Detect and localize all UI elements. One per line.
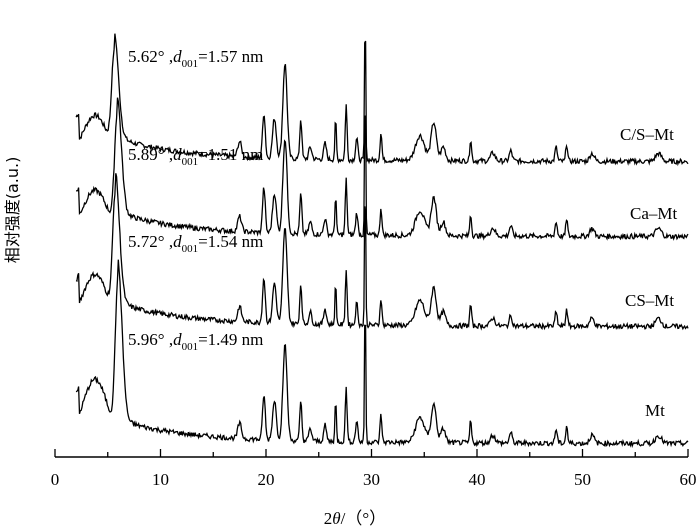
x-tick-label: 50: [574, 470, 591, 489]
x-tick-label: 10: [152, 470, 169, 489]
series-line-1: [75, 33, 689, 167]
series-line-3: [75, 173, 689, 331]
x-tick-label: 40: [469, 470, 486, 489]
series-traces: [75, 33, 689, 449]
peak-annotation-ca-mt: 5.89° ,d001=1.51 nm: [128, 145, 263, 168]
peak-annotation-mt: 5.96° ,d001=1.49 nm: [128, 330, 263, 353]
series-label-cs-mt: CS–Mt: [625, 291, 674, 310]
series-label-mt: Mt: [645, 401, 665, 420]
x-tick-label: 60: [680, 470, 697, 489]
y-axis-title: 相对强度(a.u.): [3, 157, 22, 264]
series-line-2: [76, 97, 689, 241]
x-tick-label: 30: [363, 470, 380, 489]
peak-annotation-c-s-mt: 5.62° ,d001=1.57 nm: [128, 47, 263, 70]
x-tick-label: 20: [258, 470, 275, 489]
series-label-cs-mt-composite: C/S–Mt: [620, 125, 674, 144]
series-line-4: [75, 259, 689, 449]
series-label-ca-mt: Ca–Mt: [630, 204, 678, 223]
x-axis-title: 2θ/（°）: [324, 509, 386, 528]
peak-annotation-cs-mt: 5.72° ,d001=1.54 nm: [128, 232, 263, 255]
x-ticks: 0 10 20 30 40 50 60: [51, 449, 697, 489]
x-tick-label: 0: [51, 470, 60, 489]
